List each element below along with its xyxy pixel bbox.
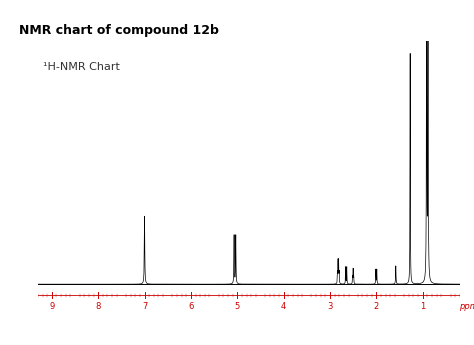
Text: ppm: ppm bbox=[459, 302, 474, 312]
Text: 6: 6 bbox=[188, 302, 193, 312]
Text: ¹H-NMR Chart: ¹H-NMR Chart bbox=[43, 62, 119, 72]
Text: 4: 4 bbox=[281, 302, 286, 312]
Text: 8: 8 bbox=[95, 302, 101, 312]
Text: 7: 7 bbox=[142, 302, 147, 312]
Text: 3: 3 bbox=[327, 302, 333, 312]
Text: 1: 1 bbox=[420, 302, 425, 312]
Text: NMR chart of compound 12b: NMR chart of compound 12b bbox=[19, 24, 219, 37]
Text: 2: 2 bbox=[374, 302, 379, 312]
Text: 9: 9 bbox=[49, 302, 55, 312]
Text: 5: 5 bbox=[235, 302, 240, 312]
